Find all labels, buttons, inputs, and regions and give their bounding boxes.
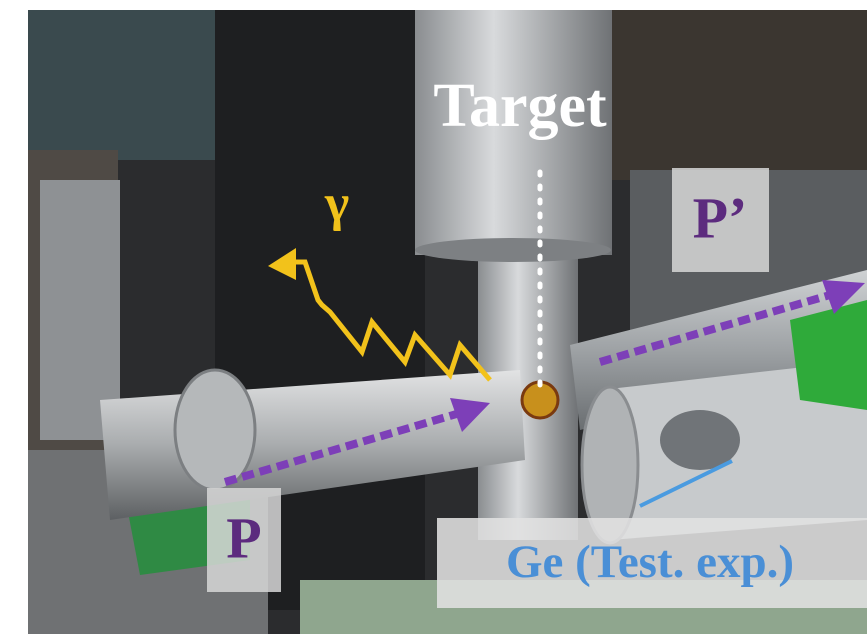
annotated-photo: Target γ P’ P Ge (Test. exp.)	[0, 0, 867, 634]
p-prime-label: P’	[693, 185, 748, 250]
gamma-label: γ	[324, 175, 349, 232]
target-label: Target	[433, 72, 607, 140]
page: Target γ P’ P Ge (Test. exp.) (() => { c…	[0, 0, 867, 634]
p-label: P	[226, 505, 261, 570]
ge-label: Ge (Test. exp.)	[506, 536, 794, 588]
